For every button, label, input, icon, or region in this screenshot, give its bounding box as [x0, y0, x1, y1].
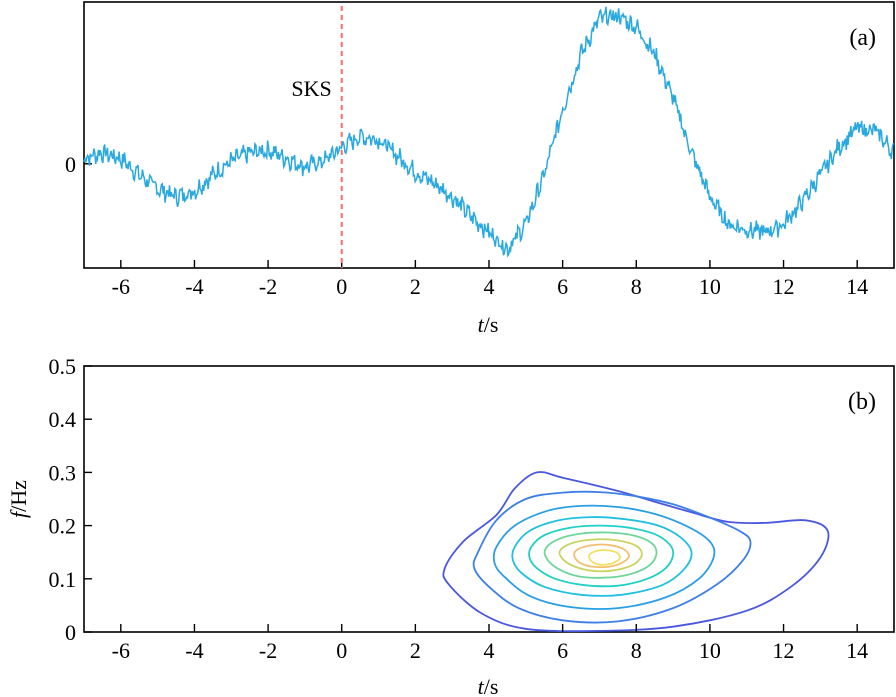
panel-b-x-tick-label: 14	[846, 638, 868, 663]
contour-level-9	[588, 549, 621, 566]
panel-a-label: (a)	[849, 25, 876, 51]
panel-b-x-axis-title: t/s	[478, 674, 499, 697]
panel-b-y-axis-unit: /Hz	[6, 480, 31, 512]
panel-a-x-tick-label: 6	[557, 274, 568, 299]
panel-b-y-axis-title: f/Hz	[6, 480, 31, 518]
panel-b-y-tick-label: 0.2	[49, 514, 77, 539]
panel-a-x-tick-label: 10	[699, 274, 721, 299]
contour-level-7	[558, 538, 643, 573]
panel-b-x-axis-variable: t	[478, 674, 485, 697]
contour-level-6	[543, 531, 658, 579]
panel-b-x-tick-label: -6	[112, 638, 130, 663]
contour-level-1	[442, 471, 830, 633]
panel-b-x-tick-label: -2	[259, 638, 277, 663]
panel-b-x-tick-label: 0	[336, 638, 347, 663]
panel-a-x-tick-label: 12	[773, 274, 795, 299]
contour-level-4	[511, 516, 693, 597]
panel-b-frame	[83, 365, 895, 633]
panel-a-x-axis-unit: /s	[484, 312, 499, 337]
panel-a-x-tick-label: 4	[484, 274, 495, 299]
panel-a-x-tick-label: 8	[631, 274, 642, 299]
panel-b-x-tick-label: 4	[484, 638, 495, 663]
contour-level-8	[573, 543, 630, 569]
panel-a-x-tick-label: 0	[336, 274, 347, 299]
panel-a: -6 -4 -2 0 2 4 6 8 10 12 14 0 SKS (a) t/s	[65, 1, 895, 337]
panel-b-x-tick-label: -4	[185, 638, 203, 663]
panel-a-x-tick-label: 2	[410, 274, 421, 299]
panel-a-x-ticks: -6 -4 -2 0 2 4 6 8 10 12 14	[112, 260, 868, 299]
panel-a-x-axis-title: t/s	[478, 312, 499, 337]
panel-b-y-tick-label: 0.3	[49, 460, 77, 485]
panel-b-y-axis-variable: f	[6, 509, 31, 518]
panel-b-x-ticks: -6 -4 -2 0 2 4 6 8 10 12 14	[112, 624, 868, 663]
panel-b-label: (b)	[848, 389, 876, 415]
contour-level-3	[492, 504, 716, 610]
panel-a-x-tick-label: -6	[112, 274, 130, 299]
contour-level-5	[528, 524, 675, 588]
panel-b-x-tick-label: 2	[410, 638, 421, 663]
panel-a-x-tick-label: -4	[185, 274, 203, 299]
panel-a-x-tick-label: 14	[846, 274, 868, 299]
waveform-trace	[83, 6, 895, 258]
panel-b-y-tick-label: 0	[65, 620, 76, 645]
panel-b-y-tick-label: 0.1	[49, 567, 77, 592]
panel-b-y-ticks: 0 0.1 0.2 0.3 0.4 0.5	[49, 354, 92, 645]
panel-b-x-tick-label: 10	[699, 638, 721, 663]
sks-annotation: SKS	[291, 76, 331, 101]
panel-a-x-axis-variable: t	[478, 312, 485, 337]
contour-level-2	[472, 490, 752, 624]
panel-b-x-tick-label: 8	[631, 638, 642, 663]
panel-b-y-tick-label: 0.5	[49, 354, 77, 379]
panel-b-x-tick-label: 6	[557, 638, 568, 663]
panel-b-y-tick-label: 0.4	[49, 407, 77, 432]
panel-b: -6 -4 -2 0 2 4 6 8 10 12 14 0 0.1 0.2 0.3 0.4 0.5 (b) t…	[6, 354, 895, 697]
panel-b-contours	[442, 471, 830, 633]
panel-b-x-tick-label: 12	[773, 638, 795, 663]
panel-b-x-axis-unit: /s	[484, 674, 499, 697]
panel-a-x-tick-label: -2	[259, 274, 277, 299]
panel-a-y-ticks: 0	[65, 152, 92, 177]
panel-a-y-tick-label: 0	[65, 152, 76, 177]
